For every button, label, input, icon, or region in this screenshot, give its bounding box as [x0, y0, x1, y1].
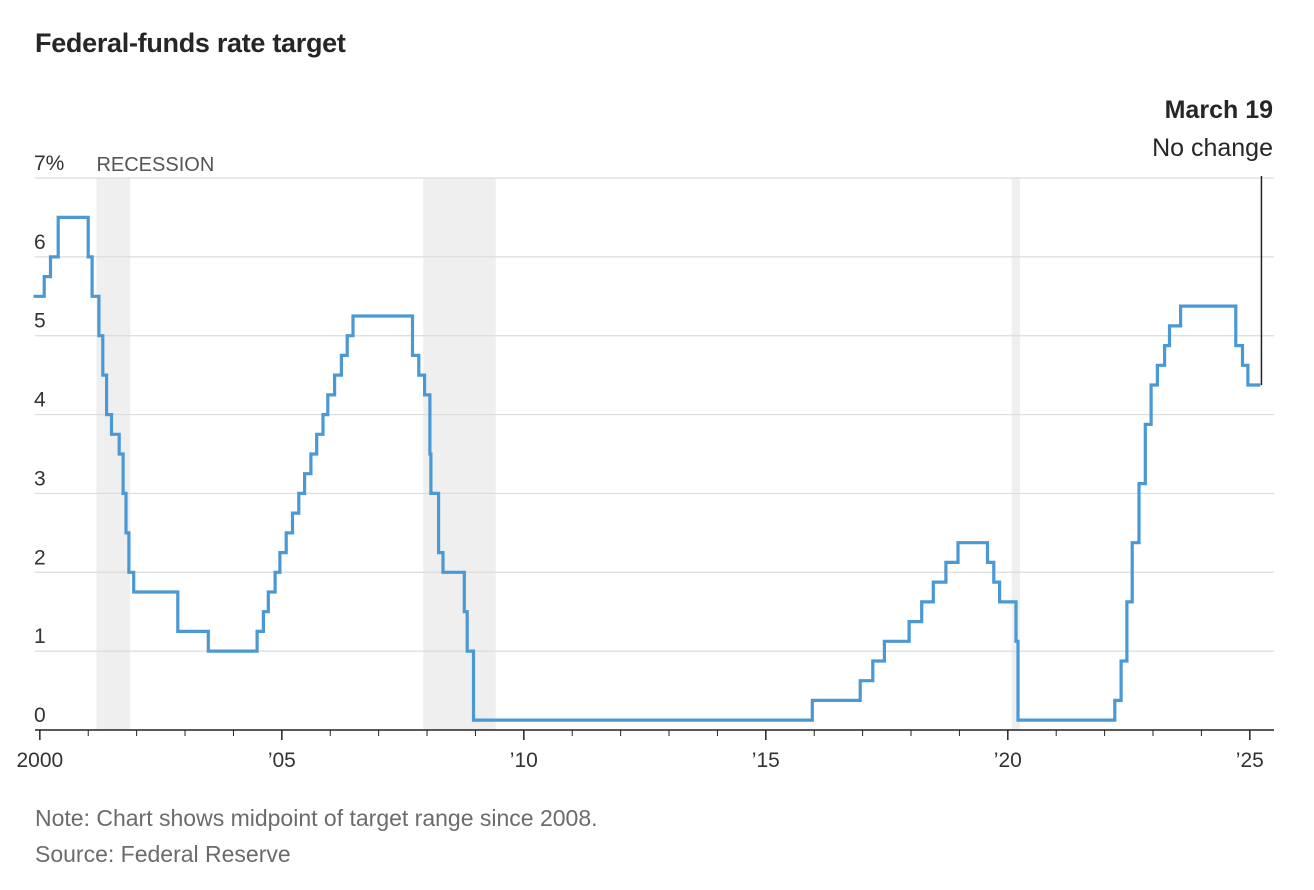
source-text: Source: Federal Reserve — [35, 841, 291, 867]
x-tick-label-2025: ’25 — [1236, 749, 1264, 772]
x-tick-label-2020: ’20 — [994, 749, 1022, 772]
y-tick-label-3: 3 — [34, 467, 46, 490]
x-tick-label-2005: ’05 — [268, 749, 296, 772]
rate-series-line — [33, 215, 1261, 722]
y-tick-label-6: 6 — [34, 231, 46, 254]
y-tick-label-2: 2 — [34, 546, 46, 569]
x-tick-label-2010: ’10 — [510, 749, 538, 772]
y-tick-label-7: 7% — [34, 152, 64, 175]
rate-chart: RECESSION 0 1 2 3 4 5 6 7% 2000 ’05 ’10 ’15 ’20 ’25 Mar… — [16, 96, 1274, 772]
y-tick-label-4: 4 — [34, 389, 46, 412]
recession-label: RECESSION — [96, 154, 214, 176]
y-tick-label-1: 1 — [34, 625, 46, 648]
y-tick-label-5: 5 — [34, 310, 46, 333]
recession-band-1 — [423, 178, 496, 730]
recession-band-0 — [96, 178, 131, 730]
annotation-text: No change — [1152, 134, 1273, 162]
note-text: Note: Chart shows midpoint of target ran… — [35, 805, 598, 831]
x-tick-label-2015: ’15 — [752, 749, 780, 772]
chart-notes: Note: Chart shows midpoint of target ran… — [35, 800, 598, 872]
recession-band-2 — [1011, 178, 1020, 730]
y-tick-label-0: 0 — [34, 704, 46, 727]
chart-title: Federal-funds rate target — [35, 28, 346, 58]
x-tick-label-2000: 2000 — [16, 749, 63, 772]
annotation-title: March 19 — [1165, 96, 1273, 124]
